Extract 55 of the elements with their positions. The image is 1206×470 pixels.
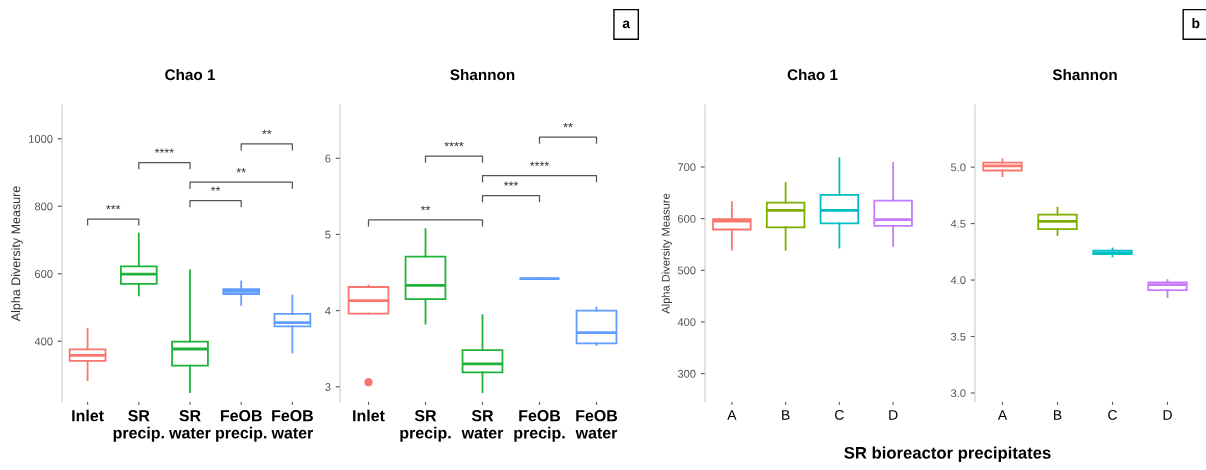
y-tick-label: 4 bbox=[325, 307, 331, 315]
y-axis-title: Alpha Diversity Measure bbox=[661, 193, 672, 314]
y-tick-label: 400 bbox=[34, 337, 53, 346]
chart-title: Chao 1 bbox=[787, 68, 838, 81]
annotation: ** bbox=[236, 168, 246, 173]
x-tick-label: D bbox=[1163, 410, 1172, 420]
x-tick-label: FeOB precip. bbox=[514, 410, 565, 442]
x-tick-label: B bbox=[1054, 410, 1062, 420]
annotation: **** bbox=[444, 141, 464, 147]
x-tick-label: FeOB water bbox=[271, 410, 314, 439]
y-tick-label: 6 bbox=[325, 154, 331, 163]
chart-title: Chao 1 bbox=[165, 68, 216, 81]
x-tick-label: SR precip. bbox=[113, 410, 164, 442]
y-tick-label: 400 bbox=[677, 318, 696, 327]
annotation: ** bbox=[563, 122, 573, 128]
y-tick-label: 5 bbox=[325, 230, 331, 239]
annotation: ** bbox=[262, 129, 272, 135]
x-tick-label: SR water bbox=[169, 410, 211, 439]
x-tick-label: FeOB precip. bbox=[216, 410, 267, 442]
y-tick-label: 700 bbox=[678, 163, 696, 172]
annotation: *** bbox=[503, 181, 519, 186]
x-tick-label: C bbox=[1108, 410, 1117, 420]
x-tick-label: D bbox=[889, 410, 898, 420]
text: SR bioreactor precipitates bbox=[844, 446, 1051, 462]
x-tick-label: SR water bbox=[461, 410, 504, 439]
x-tick-label: B bbox=[782, 410, 790, 420]
annotation: *** bbox=[106, 204, 121, 210]
y-tick-label: 4.5 bbox=[950, 219, 966, 228]
y-tick-label: 3.0 bbox=[950, 389, 966, 398]
y-tick-label: 3.5 bbox=[950, 332, 966, 341]
y-tick-label: 1000 bbox=[29, 135, 53, 143]
y-tick-label: 600 bbox=[35, 270, 53, 278]
y-tick-label: 600 bbox=[678, 214, 696, 223]
x-tick-label: SR precip. bbox=[400, 410, 451, 442]
text: b bbox=[1192, 18, 1200, 29]
x-tick-label: Inlet bbox=[353, 409, 385, 422]
y-tick-label: 300 bbox=[677, 369, 696, 378]
x-tick-label: Inlet bbox=[72, 409, 104, 422]
y-axis-title: Alpha Diversity Measure bbox=[11, 186, 23, 322]
y-tick-label: 4.0 bbox=[950, 276, 966, 285]
x-tick-label: A bbox=[727, 410, 737, 420]
x-tick-label: FeOB water bbox=[575, 410, 618, 439]
chart-title: Shannon bbox=[450, 68, 515, 81]
chart-title: Shannon bbox=[1052, 68, 1117, 81]
x-tick-label: C bbox=[835, 410, 844, 420]
y-tick-label: 5.0 bbox=[950, 163, 966, 172]
annotation: ** bbox=[420, 205, 431, 211]
annotation: **** bbox=[529, 161, 550, 166]
text: a bbox=[622, 20, 631, 29]
y-tick-label: 3 bbox=[325, 383, 331, 391]
y-tick-label: 800 bbox=[34, 202, 53, 211]
x-tick-label: A bbox=[997, 410, 1008, 420]
annotation: **** bbox=[154, 148, 174, 153]
annotation: ** bbox=[210, 186, 221, 191]
y-tick-label: 500 bbox=[677, 266, 696, 275]
